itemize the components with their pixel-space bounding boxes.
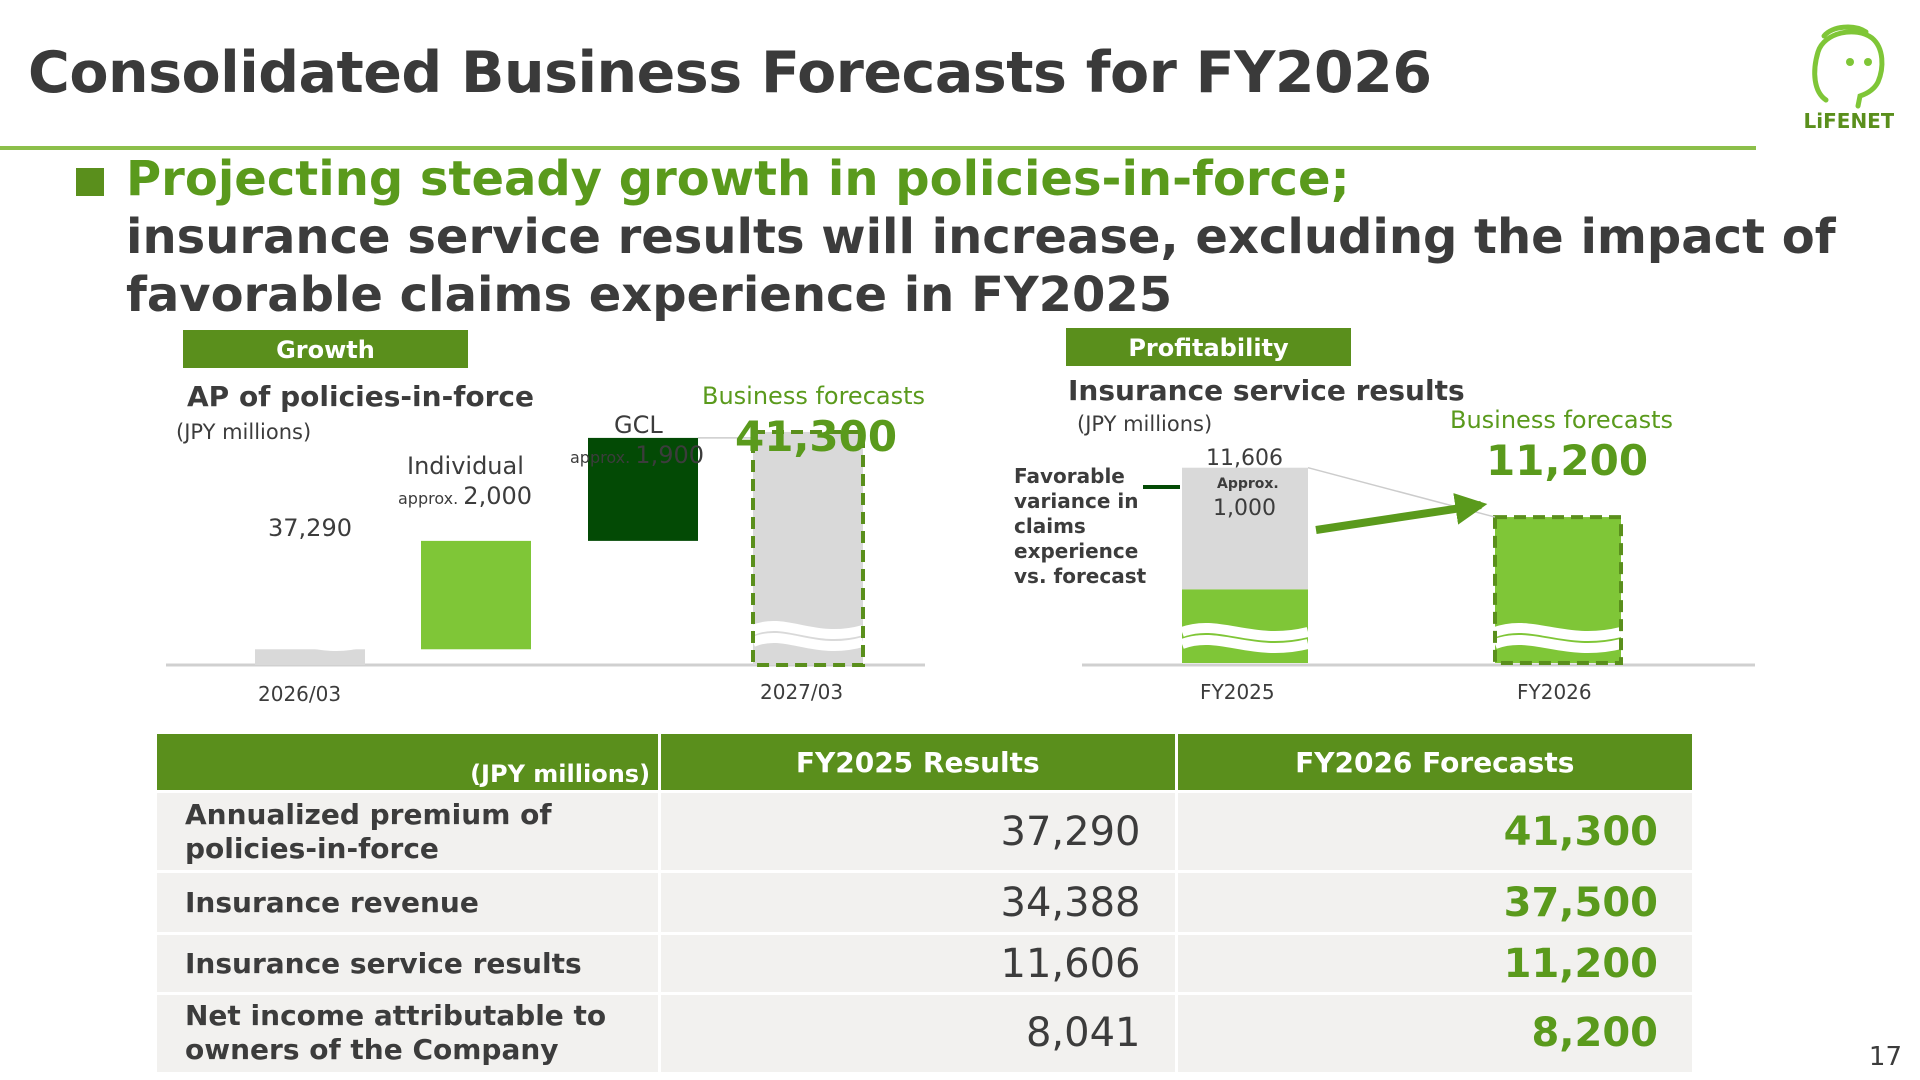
- axis-break-icon: [253, 633, 367, 651]
- favorable-variance-note: Favorable variance in claims experience …: [1014, 464, 1147, 588]
- row-value-fy2026: 37,500: [1176, 870, 1695, 934]
- table-col-fy2025: FY2025 Results: [659, 734, 1178, 792]
- row-value-fy2026: 11,200: [1176, 932, 1695, 994]
- growth-start-value: 37,290: [268, 514, 352, 542]
- growth-forecast-value: 41,300: [735, 412, 898, 461]
- profit-chart-title: Insurance service results: [1068, 374, 1465, 407]
- table-col-fy2026: FY2026 Forecasts: [1176, 734, 1695, 792]
- row-label: Annualized premium of policies-in-force: [157, 790, 662, 872]
- row-label: Net income attributable to owners of the …: [157, 992, 662, 1072]
- axis-break-icon: [1180, 623, 1310, 641]
- profit-forecast-caption: Business forecasts: [1450, 406, 1674, 434]
- headline-green-line: Projecting steady growth in policies-in-…: [126, 151, 1350, 207]
- bar-2026-03: [255, 649, 365, 665]
- page-title: Consolidated Business Forecasts for FY20…: [28, 40, 1432, 106]
- profit-forecast-value: 11,200: [1486, 436, 1649, 485]
- bar-individual: [421, 540, 531, 650]
- growth-x-start: 2026/03: [258, 682, 342, 706]
- profit-x-fy2025: FY2025: [1200, 680, 1275, 704]
- table-row: Insurance revenue 34,388 37,500: [157, 870, 1695, 934]
- forecast-dashed-outline: [1493, 515, 1623, 666]
- table-row: Annualized premium of policies-in-force 3…: [157, 790, 1695, 872]
- headline: Projecting steady growth in policies-in-…: [126, 150, 1836, 324]
- profitability-tag: Profitability: [1066, 328, 1351, 366]
- table-header-row: (JPY millions) FY2025 Results FY2026 For…: [157, 734, 1695, 792]
- table-unit-header: (JPY millions): [157, 734, 662, 792]
- gcl-value: approx. 1,900: [570, 441, 705, 469]
- table-row: Net income attributable to owners of the …: [157, 992, 1695, 1072]
- axis-break-icon: [253, 621, 367, 639]
- row-value-fy2025: 11,606: [659, 932, 1178, 994]
- profit-x-fy2026: FY2026: [1517, 680, 1592, 704]
- growth-forecast-caption: Business forecasts: [702, 382, 926, 410]
- axis-break-icon: [1493, 635, 1623, 653]
- individual-value: approx. 2,000: [398, 482, 533, 510]
- svg-text:LiFENET: LiFENET: [1804, 109, 1894, 133]
- growth-unit: (JPY millions): [176, 420, 312, 444]
- row-value-fy2025: 34,388: [659, 870, 1178, 934]
- forecast-table: (JPY millions) FY2025 Results FY2026 For…: [157, 734, 1695, 1072]
- lifenet-logo: LiFENET: [1804, 24, 1894, 133]
- fy2025-value: 11,606: [1206, 446, 1283, 471]
- row-label: Insurance revenue: [157, 870, 662, 934]
- growth-chart-title: AP of policies-in-force: [187, 380, 535, 413]
- headline-line-3: favorable claims experience in FY2025: [126, 267, 1173, 323]
- growth-x-end: 2027/03: [760, 680, 844, 704]
- axis-break-icon: [1180, 635, 1310, 653]
- axis-break-icon: [751, 621, 865, 639]
- bar-fy2025-favorable-variance: [1182, 467, 1308, 590]
- bar-gcl: [588, 437, 698, 541]
- growth-tag: Growth: [183, 330, 468, 368]
- trend-arrow-icon: [1315, 493, 1488, 534]
- row-value-fy2025: 8,041: [659, 992, 1178, 1072]
- approx-value: 1,000: [1213, 496, 1276, 521]
- row-value-fy2025: 37,290: [659, 790, 1178, 872]
- table-row: Insurance service results 11,606 11,200: [157, 932, 1695, 994]
- bullet-square-icon: [76, 168, 104, 196]
- page-number: 17: [1868, 1042, 1902, 1072]
- gcl-label: GCL: [614, 411, 663, 439]
- profit-unit: (JPY millions): [1077, 412, 1213, 436]
- approx-label: Approx.: [1217, 476, 1279, 492]
- axis-break-icon: [1493, 623, 1623, 641]
- individual-label: Individual: [407, 452, 524, 480]
- row-value-fy2026: 41,300: [1176, 790, 1695, 872]
- row-label: Insurance service results: [157, 932, 662, 994]
- title-divider: [0, 146, 1756, 150]
- axis-break-icon: [751, 633, 865, 651]
- headline-line-2: insurance service results will increase,…: [126, 209, 1836, 265]
- row-value-fy2026: 8,200: [1176, 992, 1695, 1072]
